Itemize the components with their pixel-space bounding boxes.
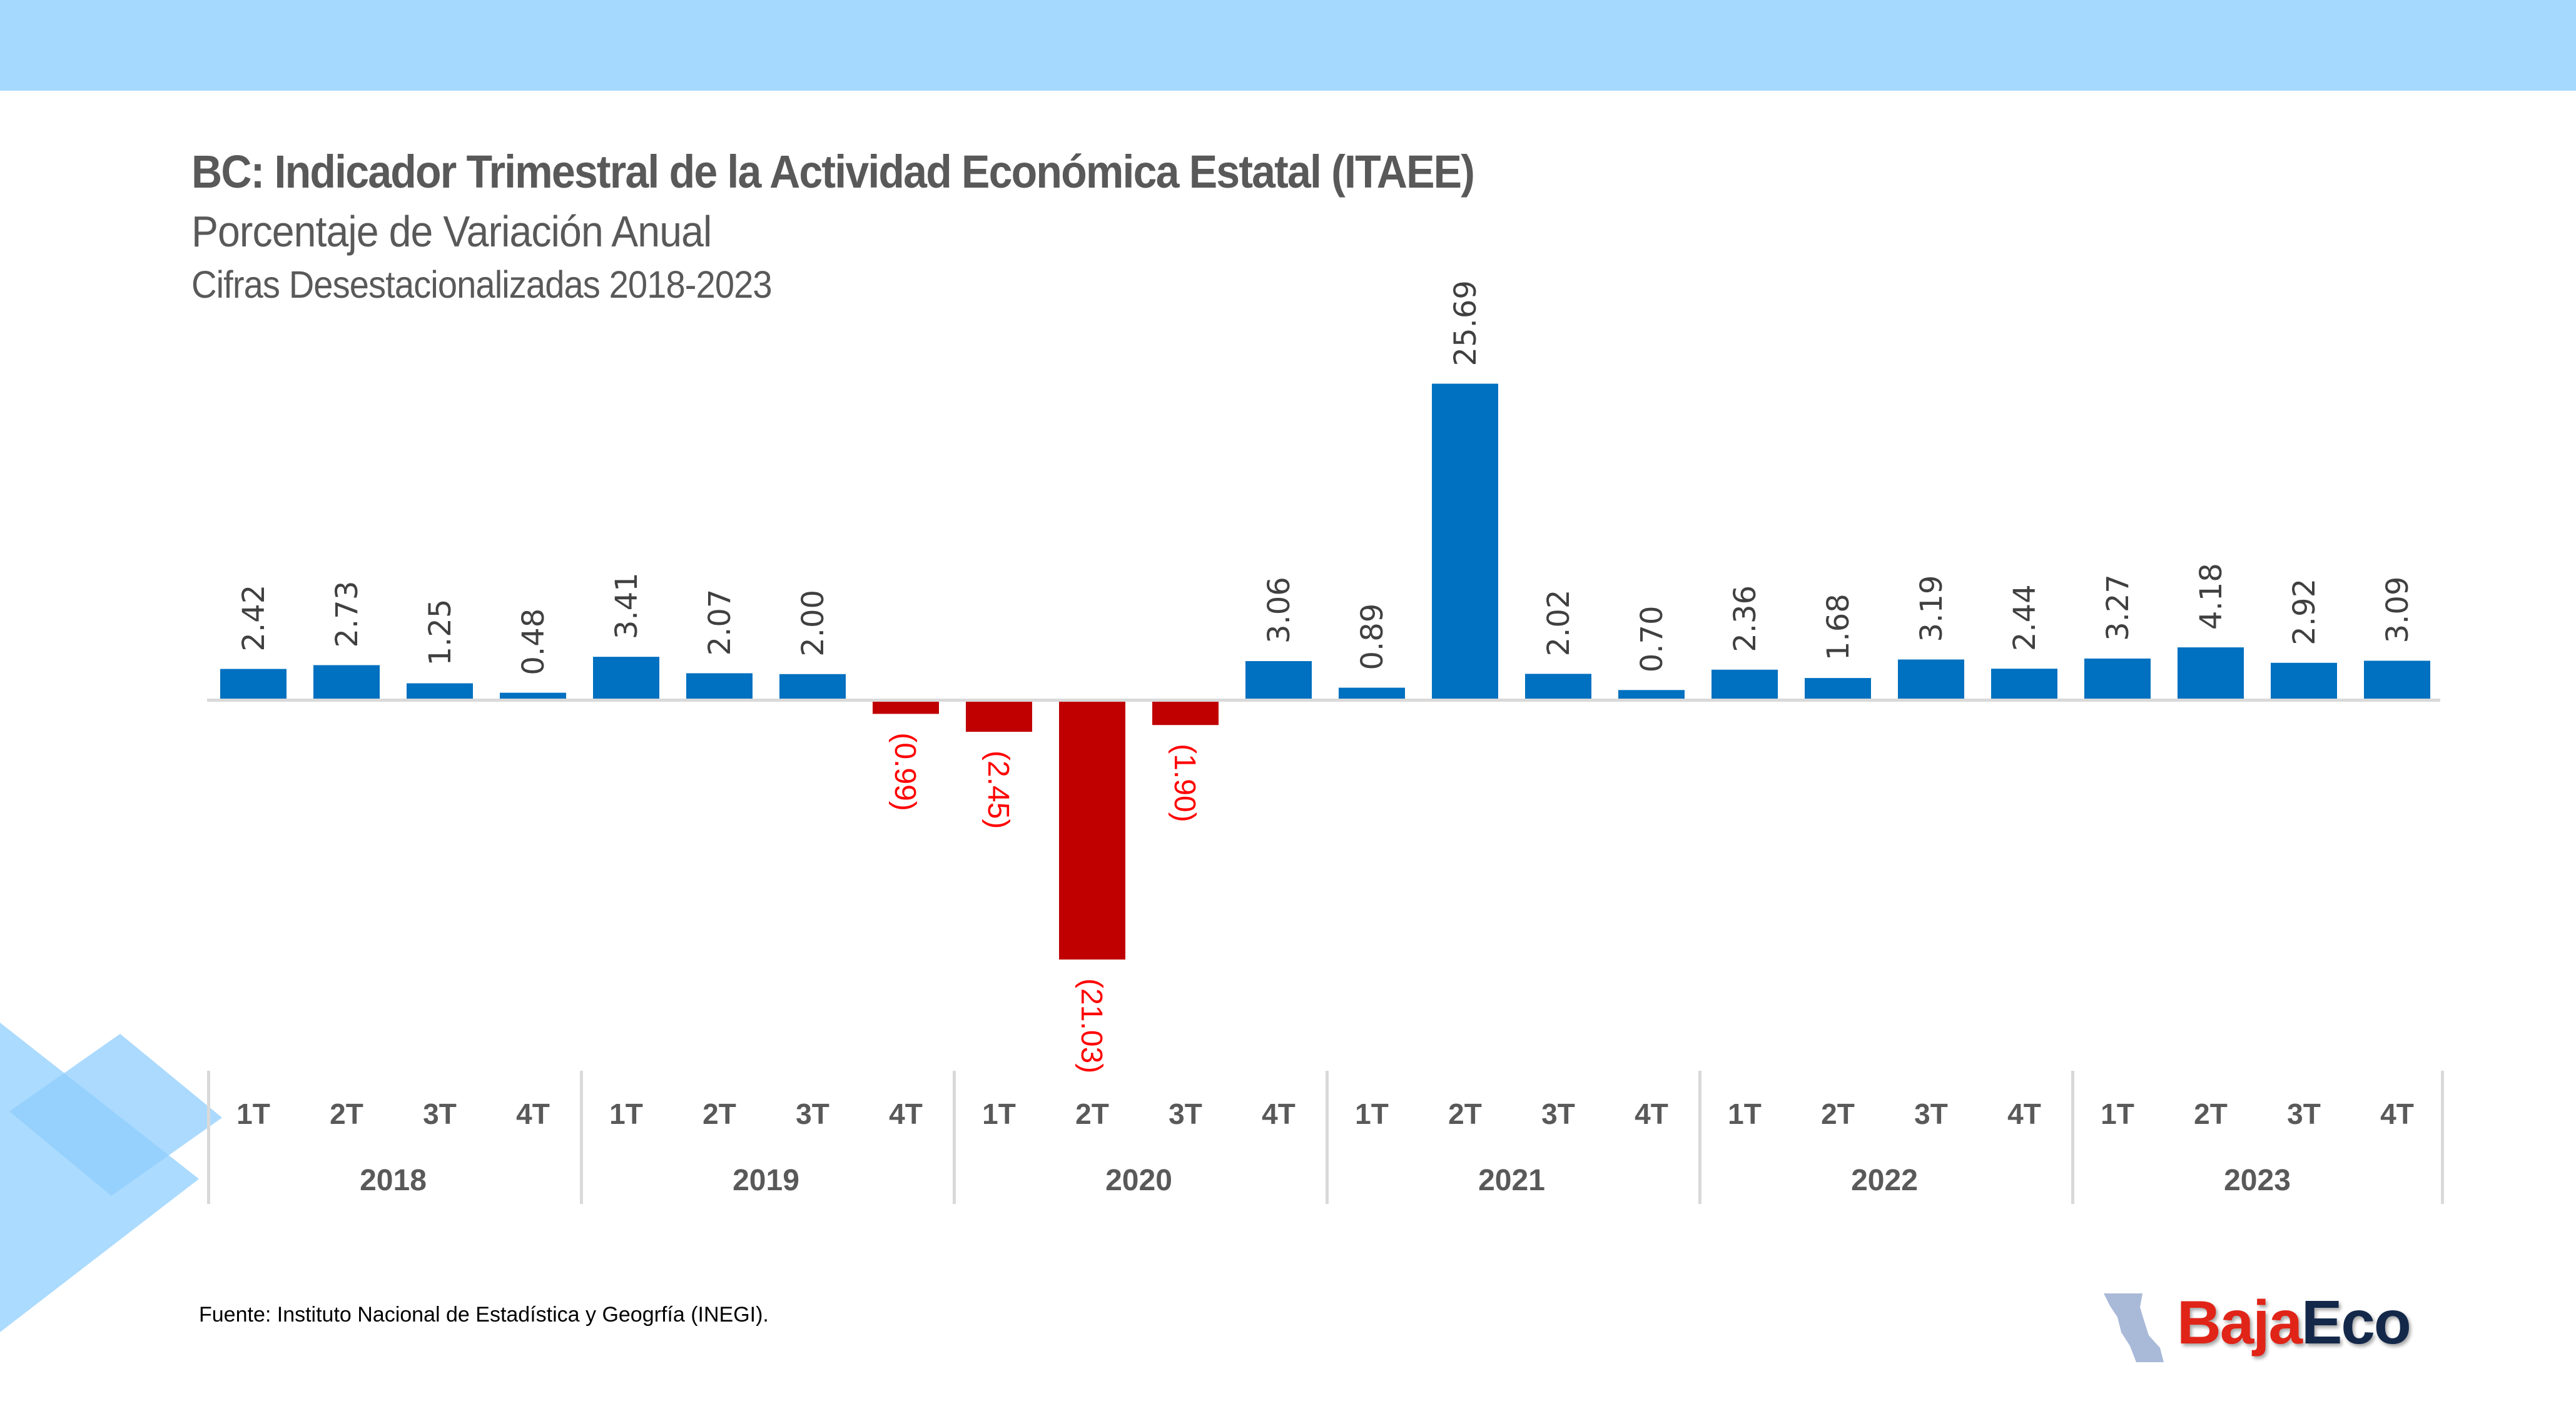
data-label: 4.18 bbox=[2194, 563, 2229, 630]
bar bbox=[686, 673, 753, 699]
logo-eco: Eco bbox=[2301, 1288, 2411, 1357]
quarter-label: 1T bbox=[236, 1098, 270, 1130]
bar bbox=[313, 665, 380, 699]
data-label: 3.27 bbox=[2101, 574, 2136, 641]
quarter-label: 4T bbox=[889, 1098, 923, 1130]
quarter-label: 2T bbox=[702, 1098, 736, 1130]
baja-california-map-icon bbox=[2104, 1293, 2164, 1362]
data-label-negative: (2.45) bbox=[981, 751, 1015, 829]
data-label: 2.00 bbox=[796, 590, 831, 657]
quarter-label: 1T bbox=[2101, 1098, 2134, 1130]
year-separator bbox=[207, 1071, 210, 1204]
quarter-label: 4T bbox=[2380, 1098, 2414, 1130]
bar bbox=[1711, 669, 1778, 699]
data-label-negative: (1.90) bbox=[1168, 744, 1201, 822]
chart-subtitle-secondary: Cifras Desestacionalizadas 2018-2023 bbox=[191, 263, 773, 306]
source-note: Fuente: Instituto Nacional de Estadístic… bbox=[199, 1303, 769, 1327]
year-separator bbox=[1326, 1071, 1329, 1204]
bar bbox=[873, 702, 939, 714]
bar bbox=[2271, 662, 2337, 699]
quarter-label: 4T bbox=[1262, 1098, 1296, 1130]
quarter-label: 3T bbox=[1914, 1098, 1948, 1130]
bar bbox=[2084, 658, 2151, 699]
year-label: 2018 bbox=[360, 1164, 427, 1197]
bar bbox=[966, 702, 1032, 732]
data-label: 2.42 bbox=[236, 585, 271, 652]
chart-title: BC: Indicador Trimestral de la Actividad… bbox=[191, 146, 1475, 198]
quarter-label: 3T bbox=[2287, 1098, 2321, 1130]
quarter-label: 4T bbox=[2007, 1098, 2041, 1130]
logo-baja: Baja bbox=[2177, 1288, 2303, 1357]
bar bbox=[1152, 702, 1219, 726]
year-separator bbox=[2071, 1071, 2074, 1204]
quarter-label: 3T bbox=[796, 1098, 829, 1130]
data-label: 2.73 bbox=[330, 581, 365, 648]
quarter-label: 1T bbox=[1728, 1098, 1762, 1130]
data-label: 3.19 bbox=[1914, 575, 1949, 642]
bar bbox=[2178, 647, 2244, 699]
bar bbox=[1805, 678, 1871, 699]
chart-subtitle: Porcentaje de Variación Anual bbox=[191, 207, 712, 256]
zero-axis-line bbox=[207, 699, 2440, 702]
quarter-label: 2T bbox=[1448, 1098, 1482, 1130]
data-label: 2.92 bbox=[2287, 579, 2322, 645]
data-label: 1.68 bbox=[1821, 594, 1856, 660]
quarter-label: 2T bbox=[1075, 1098, 1109, 1130]
year-separator bbox=[2441, 1071, 2444, 1204]
data-label: 0.48 bbox=[516, 609, 551, 675]
year-separator bbox=[580, 1071, 583, 1204]
bar bbox=[220, 669, 287, 699]
bar bbox=[2364, 660, 2430, 699]
data-label: 25.69 bbox=[1448, 280, 1483, 366]
bar bbox=[779, 674, 846, 699]
data-label-negative: (0.99) bbox=[888, 732, 921, 811]
data-label: 2.44 bbox=[2007, 584, 2042, 651]
data-label: 1.25 bbox=[423, 599, 458, 666]
quarter-label: 2T bbox=[330, 1098, 363, 1130]
data-label: 0.70 bbox=[1635, 605, 1670, 672]
quarter-label: 1T bbox=[1355, 1098, 1389, 1130]
top-banner bbox=[0, 0, 2576, 91]
bar bbox=[1339, 687, 1405, 699]
year-separator bbox=[953, 1071, 956, 1204]
year-separator bbox=[1698, 1071, 1701, 1204]
data-label: 3.41 bbox=[609, 572, 644, 639]
data-label: 3.09 bbox=[2380, 577, 2415, 644]
bar bbox=[593, 657, 659, 699]
quarter-label: 1T bbox=[982, 1098, 1016, 1130]
bar bbox=[1245, 661, 1312, 699]
quarter-label: 2T bbox=[2194, 1098, 2228, 1130]
quarter-label: 3T bbox=[1169, 1098, 1202, 1130]
data-label: 2.02 bbox=[1541, 590, 1576, 657]
quarter-label: 3T bbox=[423, 1098, 457, 1130]
data-label-negative: (21.03) bbox=[1075, 978, 1108, 1073]
bar bbox=[1991, 669, 2057, 699]
bar bbox=[1898, 659, 1964, 699]
bar bbox=[1059, 702, 1125, 960]
bar bbox=[1432, 383, 1498, 699]
quarter-label: 1T bbox=[609, 1098, 643, 1130]
quarter-label: 4T bbox=[516, 1098, 550, 1130]
year-label: 2021 bbox=[1478, 1164, 1545, 1197]
quarter-label: 3T bbox=[1541, 1098, 1575, 1130]
bar bbox=[500, 692, 566, 699]
bajaeco-logo: BajaEco bbox=[2099, 1276, 2449, 1370]
bar bbox=[407, 683, 473, 699]
logo-text: BajaEco bbox=[2177, 1287, 2411, 1358]
year-label: 2019 bbox=[733, 1164, 799, 1197]
data-label: 2.07 bbox=[702, 589, 738, 656]
data-label: 2.36 bbox=[1728, 585, 1763, 652]
quarter-label: 4T bbox=[1635, 1098, 1668, 1130]
bar bbox=[1618, 690, 1685, 699]
year-label: 2020 bbox=[1105, 1164, 1172, 1197]
quarter-label: 2T bbox=[1821, 1098, 1855, 1130]
data-label: 3.06 bbox=[1262, 577, 1297, 644]
year-label: 2022 bbox=[1851, 1164, 1918, 1197]
year-label: 2023 bbox=[2224, 1164, 2291, 1197]
data-label: 0.89 bbox=[1355, 604, 1390, 670]
bar bbox=[1525, 674, 1591, 699]
